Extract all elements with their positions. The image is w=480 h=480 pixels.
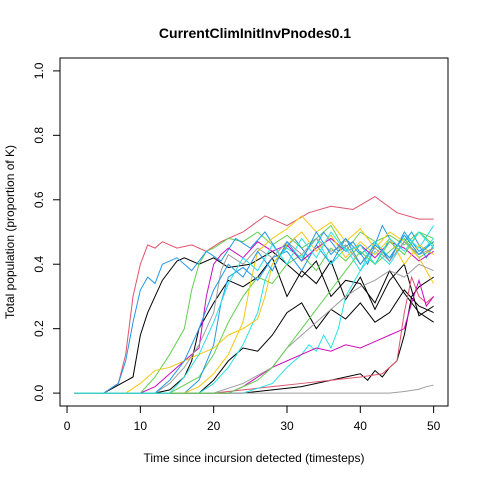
series-line-12: [74, 238, 434, 394]
y-axis: 0.0 0.2 0.4 0.6 0.8 1.0: [32, 62, 61, 401]
chart-title: CurrentClimInitInvPnodes0.1: [159, 25, 351, 41]
y-tick-label-0.8: 0.8: [32, 127, 46, 144]
y-tick-label-0.6: 0.6: [32, 191, 46, 208]
series-line-22: [74, 231, 434, 394]
y-tick-label-0.2: 0.2: [32, 320, 46, 337]
series-line-13: [74, 237, 434, 394]
series-line-7: [74, 224, 434, 394]
x-tick-label-40: 40: [354, 419, 368, 433]
x-axis-label: Time since incursion detected (timesteps…: [144, 451, 365, 465]
series-line-3: [74, 289, 434, 394]
series-line-1: [74, 250, 434, 394]
x-tick-label-30: 30: [280, 419, 294, 433]
x-tick-label-0: 0: [64, 419, 71, 433]
x-axis: 0 10 20 30 40 50: [64, 405, 441, 433]
series-line-18: [74, 263, 434, 394]
series-line-21: [74, 231, 434, 394]
y-tick-label-0.0: 0.0: [32, 384, 46, 401]
series-line-9: [74, 224, 435, 394]
series-group: [74, 195, 435, 394]
series-line-6: [74, 275, 434, 394]
series-line-11: [74, 225, 435, 394]
y-tick-label-0.4: 0.4: [32, 256, 46, 273]
x-tick-label-20: 20: [207, 419, 221, 433]
series-line-19: [74, 384, 434, 394]
y-tick-label-1.0: 1.0: [32, 62, 46, 79]
series-line-10: [74, 231, 434, 394]
series-line-17: [74, 237, 434, 394]
x-tick-label-50: 50: [427, 419, 441, 433]
series-line-15: [74, 231, 434, 394]
series-line-5: [74, 195, 434, 394]
x-tick-label-10: 10: [134, 419, 148, 433]
series-line-2: [74, 256, 434, 394]
y-axis-label: Total population (proportion of K): [3, 145, 17, 319]
series-line-20: [74, 230, 434, 394]
series-line-16: [74, 215, 435, 394]
series-line-14: [74, 278, 435, 394]
